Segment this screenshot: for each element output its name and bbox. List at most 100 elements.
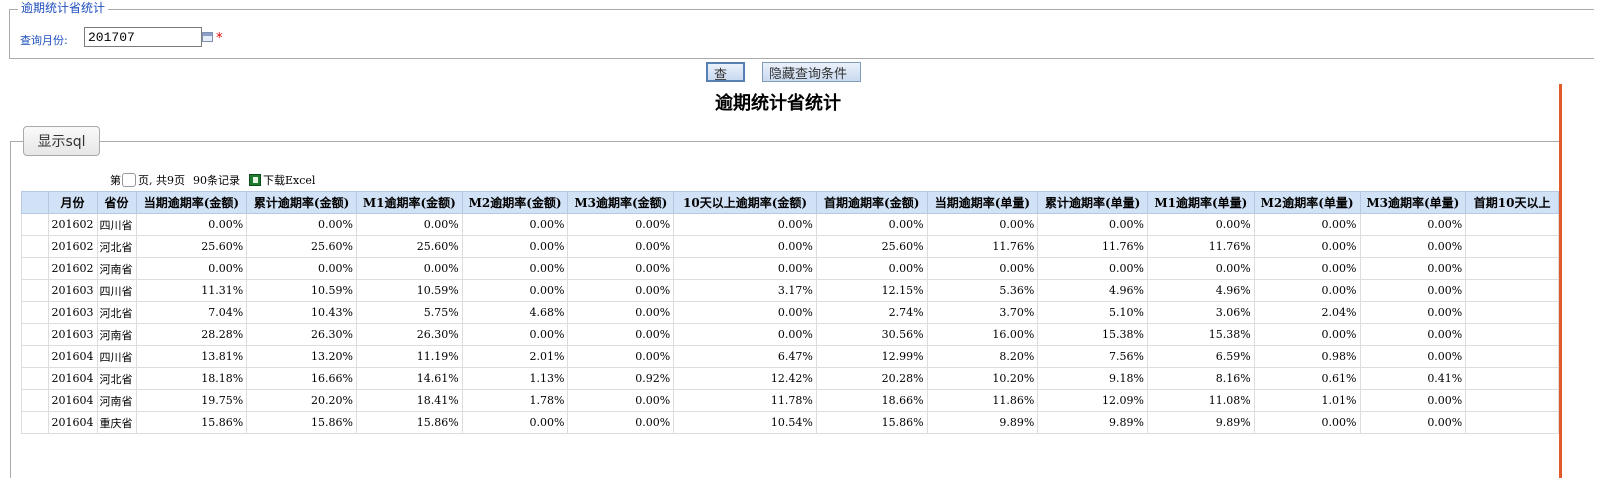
column-header[interactable]: 累计逾期率(金额)	[246, 191, 357, 214]
rate-cell: 0.00%	[135, 213, 248, 236]
rate-cell: 0.00%	[1359, 257, 1467, 280]
calendar-icon[interactable]	[202, 32, 213, 42]
row-index-cell	[21, 235, 49, 258]
rate-cell: 8.16%	[1147, 367, 1255, 390]
query-month-input[interactable]	[84, 27, 202, 47]
rate-cell: 18.66%	[815, 389, 928, 412]
rate-cell: 0.00%	[1359, 389, 1467, 412]
table-row[interactable]: 201602 河北省 25.60% 25.60% 25.60% 0.00% 0.00% 0.0…	[21, 235, 1559, 258]
rate-cell: 11.86%	[926, 389, 1039, 412]
data-table-wrapper[interactable]: 月份 省份 当期逾期率(金额) 累计逾期率(金额) M1逾期率(金额) M2逾期率(金额)…	[21, 191, 1559, 441]
column-header[interactable]: M2逾期率(金额)	[461, 191, 569, 214]
rate-cell: 2.04%	[1253, 301, 1361, 324]
rate-cell: 25.60%	[355, 235, 463, 258]
rate-cell: 11.19%	[355, 345, 463, 368]
query-legend: 逾期统计省统计	[18, 1, 109, 15]
scroll-edge	[1559, 84, 1562, 478]
column-header[interactable]: M1逾期率(单量)	[1147, 191, 1255, 214]
rate-cell: 0.00%	[1037, 257, 1148, 280]
query-month-label: 查询月份:	[20, 34, 68, 47]
rate-cell	[1465, 389, 1559, 412]
column-header[interactable]: 当期逾期率(金额)	[135, 191, 248, 214]
rate-cell: 0.00%	[926, 213, 1039, 236]
column-header[interactable]: 首期逾期率(金额)	[815, 191, 928, 214]
rate-cell: 2.74%	[815, 301, 928, 324]
data-table: 月份 省份 当期逾期率(金额) 累计逾期率(金额) M1逾期率(金额) M2逾期率(金额)…	[21, 191, 1559, 434]
pager: 第 页, 共9页 90条记录 下载Excel	[110, 171, 315, 189]
rate-cell: 0.00%	[461, 279, 569, 302]
pager-record-count: 90条记录	[193, 174, 240, 187]
rate-cell: 0.00%	[567, 213, 675, 236]
rate-cell: 0.00%	[567, 235, 675, 258]
rate-cell: 0.00%	[246, 213, 357, 236]
province-cell: 四川省	[96, 279, 137, 302]
table-row[interactable]: 201603 河北省 7.04% 10.43% 5.75% 4.68% 0.00% 0.00%…	[21, 301, 1559, 324]
rate-cell: 26.30%	[355, 323, 463, 346]
rate-cell: 0.00%	[567, 411, 675, 434]
rate-cell: 19.75%	[135, 389, 248, 412]
rate-cell: 0.00%	[815, 257, 928, 280]
province-cell: 四川省	[96, 345, 137, 368]
table-row[interactable]: 201604 河北省 18.18% 16.66% 14.61% 1.13% 0.92% 12.…	[21, 367, 1559, 390]
column-header[interactable]: M3逾期率(金额)	[567, 191, 675, 214]
download-excel-link[interactable]: 下载Excel	[263, 174, 316, 187]
table-row[interactable]: 201603 四川省 11.31% 10.59% 10.59% 0.00% 0.00% 3.1…	[21, 279, 1559, 302]
rate-cell: 0.00%	[567, 279, 675, 302]
rate-cell: 11.31%	[135, 279, 248, 302]
table-row[interactable]: 201602 河南省 0.00% 0.00% 0.00% 0.00% 0.00% 0.00% 0…	[21, 257, 1559, 280]
row-index-cell	[21, 389, 49, 412]
rate-cell	[1465, 367, 1559, 390]
rate-cell: 1.01%	[1253, 389, 1361, 412]
rate-cell: 9.18%	[1037, 367, 1148, 390]
rate-cell: 11.76%	[1037, 235, 1148, 258]
table-row[interactable]: 201604 四川省 13.81% 13.20% 11.19% 2.01% 0.00% 6.4…	[21, 345, 1559, 368]
rate-cell: 15.86%	[246, 411, 357, 434]
rate-cell: 0.00%	[1253, 235, 1361, 258]
query-button[interactable]: 查询	[706, 62, 745, 82]
hide-conditions-button[interactable]: 隐藏查询条件	[762, 62, 861, 82]
column-header[interactable]: 累计逾期率(单量)	[1037, 191, 1148, 214]
rate-cell: 0.00%	[1359, 323, 1467, 346]
rate-cell: 12.42%	[673, 367, 817, 390]
rate-cell: 15.86%	[135, 411, 248, 434]
rate-cell	[1465, 323, 1559, 346]
table-row[interactable]: 201602 四川省 0.00% 0.00% 0.00% 0.00% 0.00% 0.00% 0…	[21, 213, 1559, 236]
province-cell: 四川省	[96, 213, 137, 236]
rate-cell: 9.89%	[926, 411, 1039, 434]
column-header[interactable]: M1逾期率(金额)	[355, 191, 463, 214]
table-row[interactable]: 201604 河南省 19.75% 20.20% 18.41% 1.78% 0.00% 11.…	[21, 389, 1559, 412]
show-sql-button[interactable]: 显示sql	[23, 126, 100, 156]
page-number-input[interactable]	[122, 173, 136, 187]
column-header[interactable]: 首期10天以上	[1465, 191, 1559, 214]
rate-cell: 1.13%	[461, 367, 569, 390]
rate-cell: 0.00%	[1253, 257, 1361, 280]
column-header[interactable]: M2逾期率(单量)	[1253, 191, 1361, 214]
month-cell: 201603	[47, 323, 98, 346]
month-cell: 201602	[47, 235, 98, 258]
column-header[interactable]: M3逾期率(单量)	[1359, 191, 1467, 214]
rate-cell: 4.96%	[1037, 279, 1148, 302]
rate-cell: 0.00%	[461, 235, 569, 258]
rate-cell: 0.00%	[673, 213, 817, 236]
rate-cell: 0.00%	[567, 389, 675, 412]
rate-cell: 0.00%	[567, 301, 675, 324]
excel-icon[interactable]	[249, 174, 261, 186]
rate-cell: 25.60%	[246, 235, 357, 258]
rate-cell: 10.54%	[673, 411, 817, 434]
row-index-cell	[21, 279, 49, 302]
rate-cell: 13.81%	[135, 345, 248, 368]
rate-cell: 20.20%	[246, 389, 357, 412]
rate-cell: 5.10%	[1037, 301, 1148, 324]
rate-cell: 0.00%	[673, 301, 817, 324]
table-row[interactable]: 201604 重庆省 15.86% 15.86% 15.86% 0.00% 0.00% 10.…	[21, 411, 1559, 434]
column-header[interactable]: 省份	[96, 191, 137, 214]
rate-cell: 30.56%	[815, 323, 928, 346]
column-header[interactable]: 月份	[47, 191, 98, 214]
row-index-cell	[21, 301, 49, 324]
province-cell: 重庆省	[96, 411, 137, 434]
rate-cell: 10.59%	[355, 279, 463, 302]
column-header[interactable]: 当期逾期率(单量)	[926, 191, 1039, 214]
column-header[interactable]: 10天以上逾期率(金额)	[673, 191, 817, 214]
rate-cell: 0.00%	[1359, 235, 1467, 258]
table-row[interactable]: 201603 河南省 28.28% 26.30% 26.30% 0.00% 0.00% 0.0…	[21, 323, 1559, 346]
